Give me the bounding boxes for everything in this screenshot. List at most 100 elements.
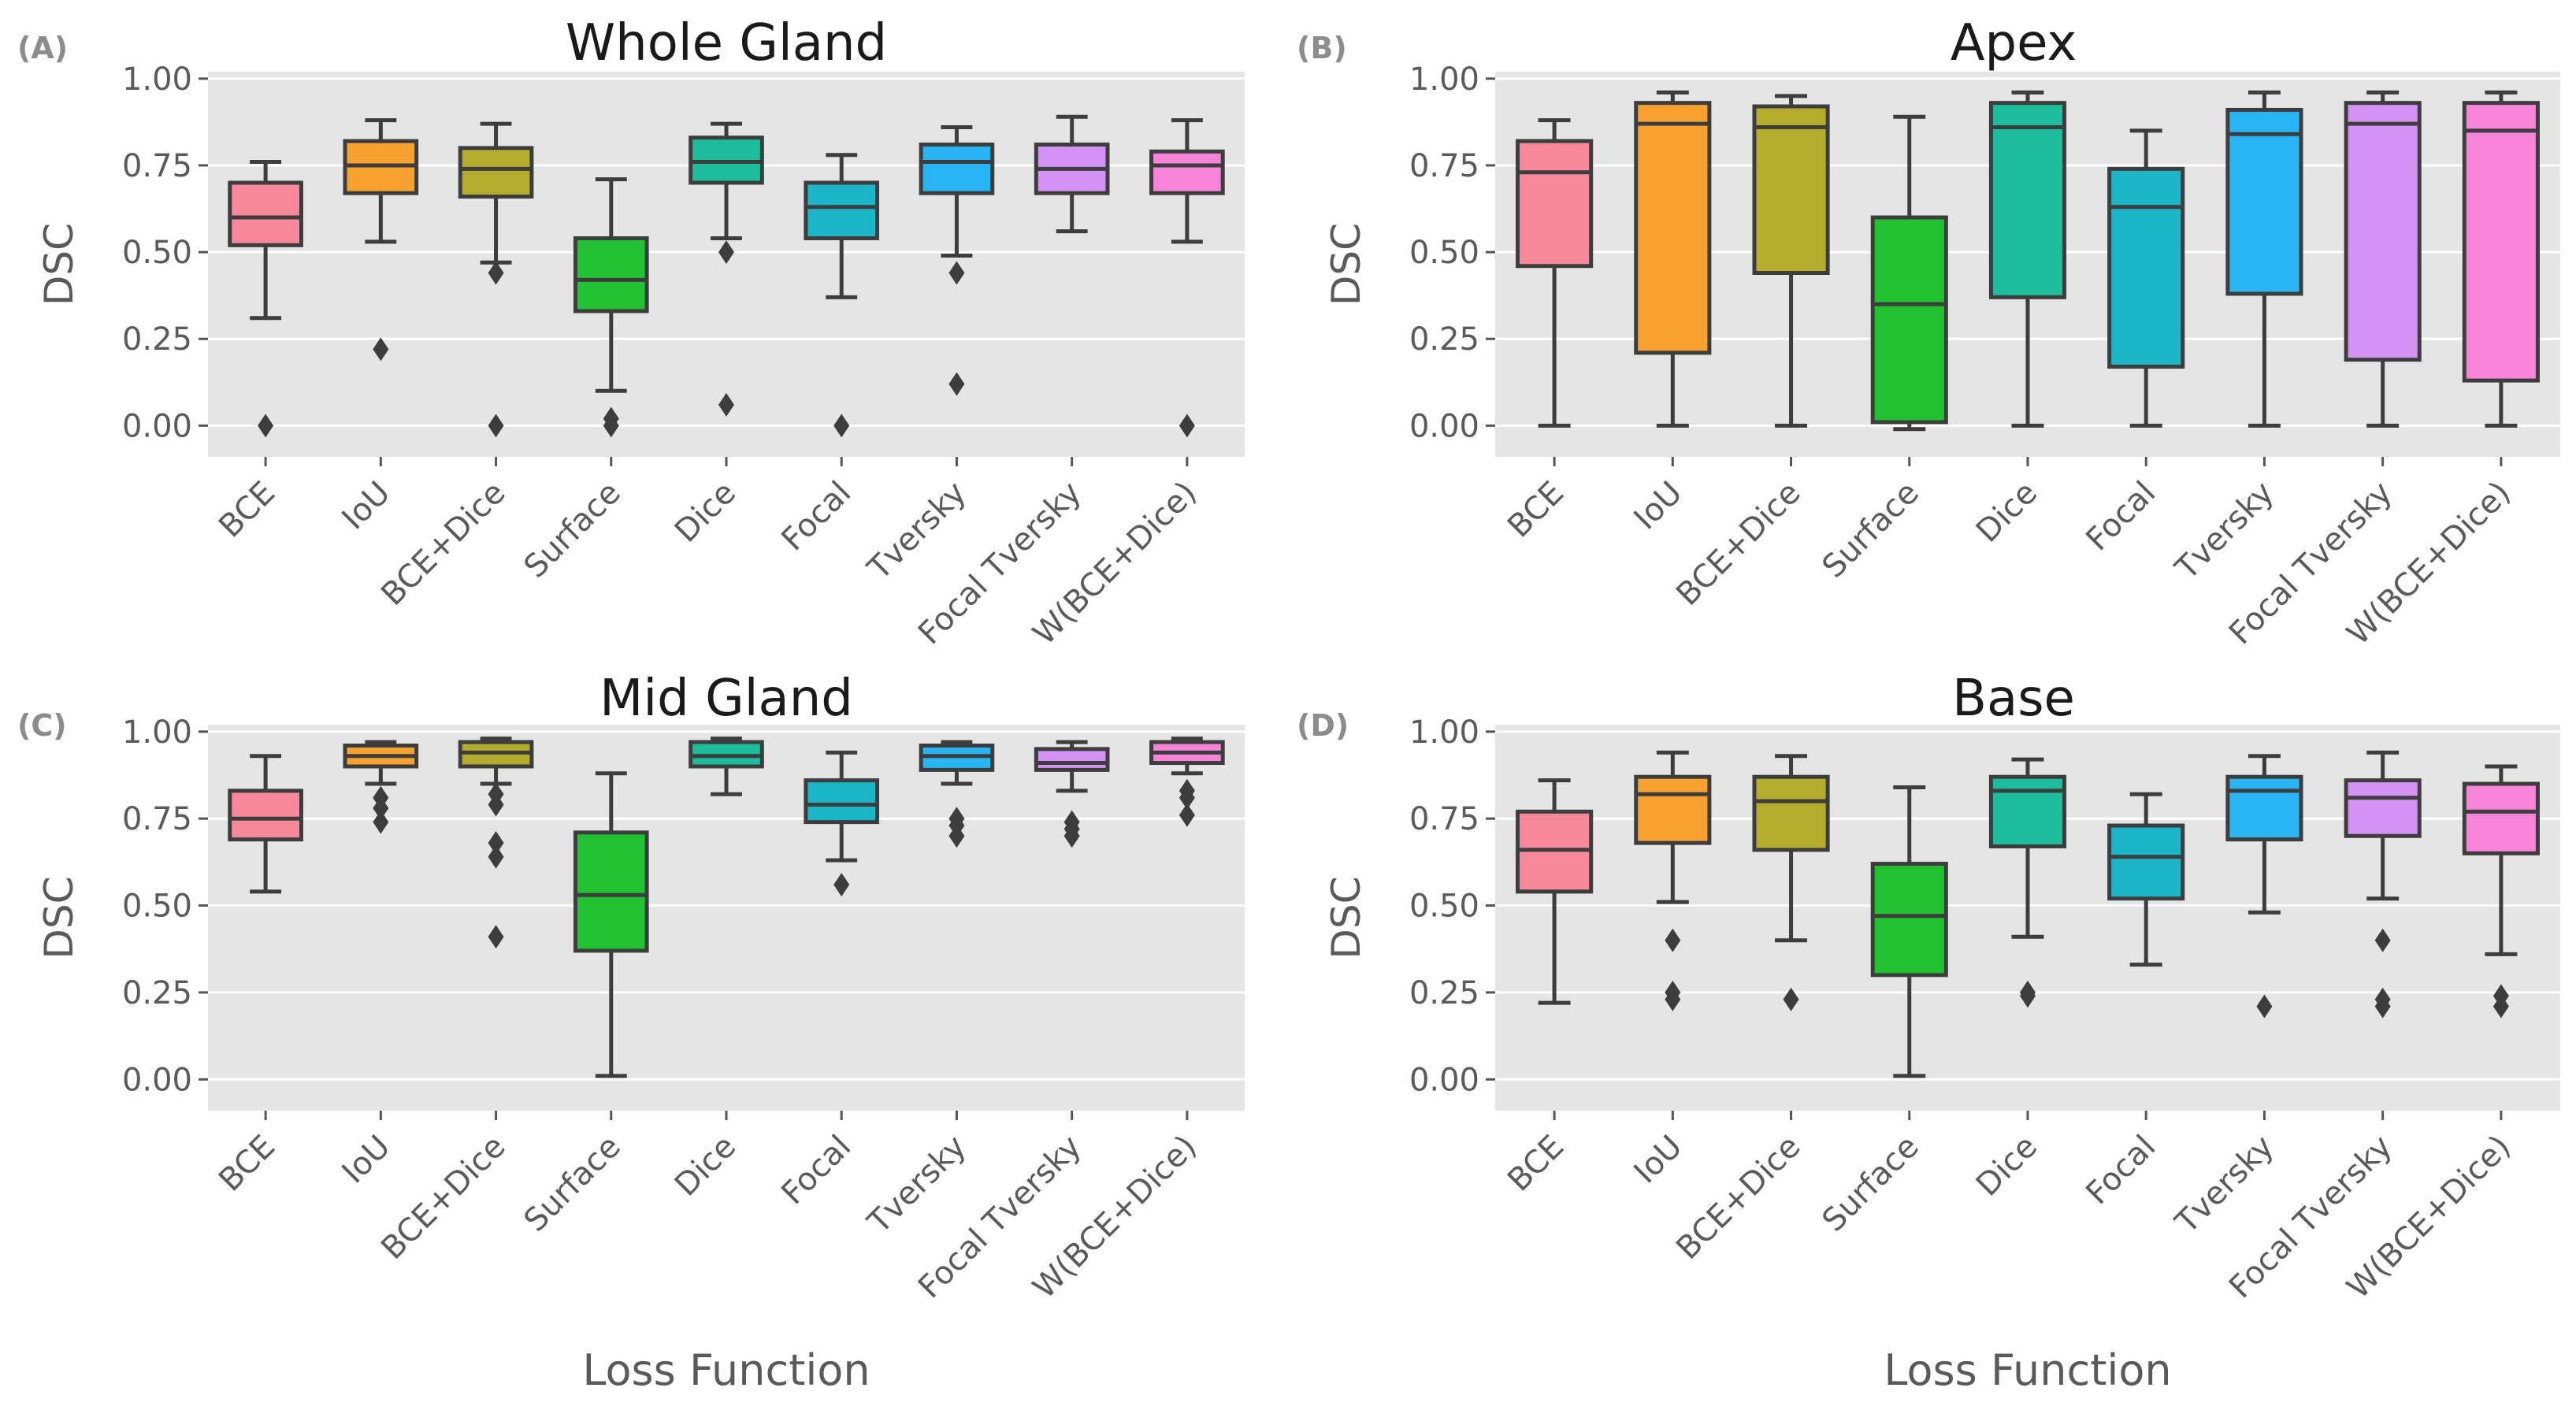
y-tick-label: 0.25 — [1409, 975, 1479, 1011]
outlier-point — [948, 824, 965, 848]
x-tick-label: Dice — [1969, 475, 2044, 550]
outlier-point — [373, 337, 389, 362]
outlier-point — [488, 261, 504, 285]
x-tick-label: BCE — [1501, 475, 1571, 545]
x-tick-label: Surface — [1816, 475, 1926, 585]
outlier-point — [1783, 987, 1799, 1011]
box-iqr — [1988, 101, 2067, 299]
outlier-point — [718, 392, 734, 417]
x-tick-label: BCE+Dice — [374, 475, 512, 613]
box-iou: IoU — [1628, 90, 1712, 537]
panel-apex: 0.00 0.25 0.50 0.75 1.00 (B) Apex DSC BCE IoUBCE+… — [1297, 14, 2560, 652]
box-iqr — [1634, 774, 1712, 845]
y-axis-label: DSC — [1323, 223, 1369, 306]
outlier-point — [373, 796, 389, 820]
y-tick-label: 1.00 — [122, 714, 192, 751]
y-axis-label: DSC — [1323, 876, 1369, 959]
y-tick-label: 1.00 — [122, 61, 192, 98]
box-iqr — [573, 236, 649, 314]
panel-letter: (D) — [1297, 708, 1349, 743]
x-tick-label: Surface — [518, 475, 628, 585]
outlier-point — [373, 810, 389, 834]
x-tick-label: Tversky — [2168, 475, 2281, 588]
y-tick-label: 0.50 — [122, 235, 192, 271]
x-tick-label: BCE — [212, 1129, 282, 1199]
y-tick-label: 0.25 — [122, 975, 192, 1011]
outlier-point — [948, 372, 965, 396]
outlier-point — [1179, 414, 1195, 438]
x-tick-label: BCE+Dice — [1669, 1129, 1807, 1267]
box-iqr — [1149, 149, 1225, 195]
outlier-point — [2374, 928, 2391, 952]
x-tick-label: Surface — [1816, 1129, 1926, 1239]
box-iqr — [804, 180, 880, 240]
y-tick-label: 0.75 — [1409, 148, 1479, 184]
panel-base: 0.00 0.25 0.50 0.75 1.00 (D) Base DSC BCE IoUBCE+… — [1297, 670, 2560, 1395]
y-tick-label: 0.00 — [122, 1062, 192, 1098]
outlier-point — [1179, 785, 1195, 810]
outlier-point — [2374, 994, 2391, 1019]
y-tick-label: 1.00 — [1409, 714, 1479, 751]
x-tick-label: IoU — [1628, 475, 1690, 537]
box-iqr — [1752, 104, 1830, 276]
outlier-point — [833, 414, 850, 438]
outlier-point — [603, 414, 619, 438]
outlier-point — [488, 792, 504, 817]
x-tick-label: Dice — [668, 475, 743, 550]
box-iqr — [2462, 101, 2540, 383]
x-tick-label: Focal — [2079, 1129, 2162, 1212]
box-iqr — [2107, 166, 2185, 369]
outlier-point — [948, 261, 965, 285]
outlier-point — [1179, 803, 1195, 827]
box-iqr — [2225, 774, 2303, 842]
x-tick-label: BCE — [212, 475, 282, 545]
box-iqr — [2225, 107, 2303, 296]
box-iqr — [1752, 774, 1830, 852]
panel-title: Base — [1952, 670, 2075, 728]
box-iqr — [2344, 778, 2422, 838]
outlier-point — [2020, 984, 2036, 1008]
y-tick-label: 0.50 — [1409, 889, 1479, 925]
y-tick-label: 0.00 — [122, 408, 192, 444]
box-iqr — [2107, 823, 2185, 901]
box-iqr — [804, 778, 880, 825]
x-tick-label: Dice — [1969, 1129, 2044, 1204]
box-iqr — [228, 180, 303, 247]
outlier-point — [718, 240, 734, 265]
y-tick-label: 0.25 — [122, 321, 192, 358]
y-tick-label: 0.00 — [1409, 1062, 1479, 1098]
panel-whole-gland: 0.00 0.25 0.50 0.75 1.00 (A) Whole Gland DSC BCE… — [17, 14, 1245, 652]
x-tick-label: Tversky — [860, 1129, 973, 1241]
y-tick-label: 0.75 — [1409, 801, 1479, 837]
outlier-point — [258, 414, 274, 438]
x-tick-label: IoU — [1628, 1129, 1690, 1191]
panel-title: Mid Gland — [599, 670, 853, 728]
x-tick-label: Tversky — [860, 475, 973, 588]
x-tick-label: Surface — [518, 1129, 628, 1239]
box-iqr — [1516, 139, 1594, 269]
box-iqr — [1988, 774, 2067, 849]
x-tick-label: IoU — [336, 1129, 398, 1191]
y-tick-label: 0.00 — [1409, 408, 1479, 444]
x-tick-label: IoU — [336, 475, 398, 537]
outlier-point — [833, 873, 850, 897]
x-axis-label: Loss Function — [1884, 1345, 2171, 1395]
y-tick-label: 1.00 — [1409, 61, 1479, 98]
box-iqr — [458, 146, 534, 199]
y-tick-label: 0.25 — [1409, 321, 1479, 358]
y-tick-label: 0.50 — [1409, 235, 1479, 271]
x-tick-label: Focal — [774, 1129, 858, 1212]
box-iqr — [1870, 862, 1948, 978]
outlier-point — [488, 844, 504, 869]
panel-title: Apex — [1951, 14, 2077, 72]
y-tick-label: 0.75 — [122, 801, 192, 837]
outlier-point — [2256, 994, 2273, 1019]
outlier-point — [488, 925, 504, 949]
outlier-point — [488, 414, 504, 438]
x-tick-label: Focal — [774, 475, 858, 558]
box-iou: IoU — [336, 740, 419, 1191]
x-tick-label: BCE — [1501, 1129, 1571, 1199]
box-iqr — [573, 830, 649, 953]
x-axis-label: Loss Function — [582, 1345, 870, 1395]
y-tick-label: 0.50 — [122, 889, 192, 925]
